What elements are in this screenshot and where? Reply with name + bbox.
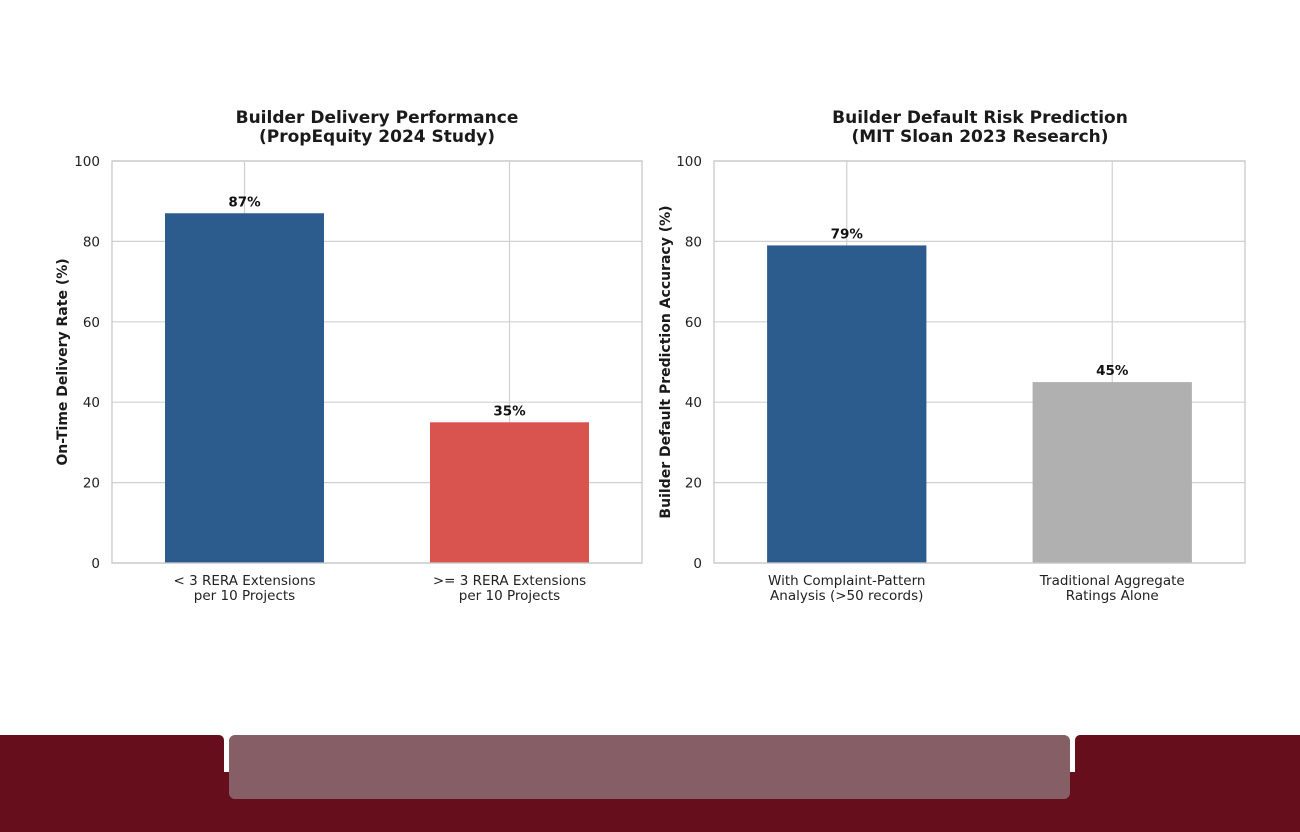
footer-left-panel [0, 735, 224, 832]
footer-right-panel [1075, 735, 1300, 832]
bar-value-label: 35% [493, 403, 526, 419]
bar [165, 213, 324, 563]
x-category-label: Analysis (>50 records) [770, 588, 923, 604]
y-axis-label: Builder Default Prediction Accuracy (%) [658, 205, 674, 518]
y-tick-label: 20 [685, 476, 702, 492]
y-tick-label: 0 [91, 556, 100, 572]
chart-title-line: Builder Delivery Performance [236, 108, 519, 128]
bar-value-label: 87% [228, 194, 261, 210]
bar [1032, 382, 1192, 563]
x-category-label: >= 3 RERA Extensions [433, 573, 586, 589]
y-tick-label: 0 [693, 556, 702, 572]
bar-value-label: 45% [1096, 363, 1129, 379]
y-tick-label: 80 [83, 234, 100, 250]
bar-value-label: 79% [831, 226, 864, 242]
x-category-label: Traditional Aggregate [1039, 573, 1185, 589]
y-tick-label: 60 [685, 315, 702, 331]
charts-figure: Builder Delivery Performance(PropEquity … [55, 108, 1246, 604]
chart-2: Builder Default Risk Prediction(MIT Sloa… [658, 108, 1246, 604]
y-tick-label: 80 [685, 234, 702, 250]
x-category-label: per 10 Projects [459, 588, 560, 604]
x-category-label: < 3 RERA Extensions [173, 573, 315, 589]
y-tick-label: 40 [685, 395, 702, 411]
footer-center-panel [229, 735, 1070, 799]
chart-title-line: (PropEquity 2024 Study) [259, 127, 495, 147]
x-category-label: per 10 Projects [194, 588, 295, 604]
x-category-label: With Complaint-Pattern [768, 573, 925, 589]
bar [430, 422, 589, 563]
y-tick-label: 40 [83, 395, 100, 411]
y-axis-label: On-Time Delivery Rate (%) [55, 258, 71, 465]
y-tick-label: 60 [83, 315, 100, 331]
footer-bar [0, 735, 1300, 832]
chart-title-line: Builder Default Risk Prediction [832, 108, 1128, 128]
plot-frame [713, 160, 1246, 564]
plot-frame [111, 160, 643, 564]
bar [767, 245, 927, 564]
y-tick-label: 100 [74, 154, 100, 170]
y-tick-label: 100 [676, 154, 702, 170]
chart-title-line: (MIT Sloan 2023 Research) [851, 127, 1108, 147]
y-tick-label: 20 [83, 476, 100, 492]
x-category-label: Ratings Alone [1066, 588, 1159, 604]
chart-1: Builder Delivery Performance(PropEquity … [55, 108, 643, 604]
